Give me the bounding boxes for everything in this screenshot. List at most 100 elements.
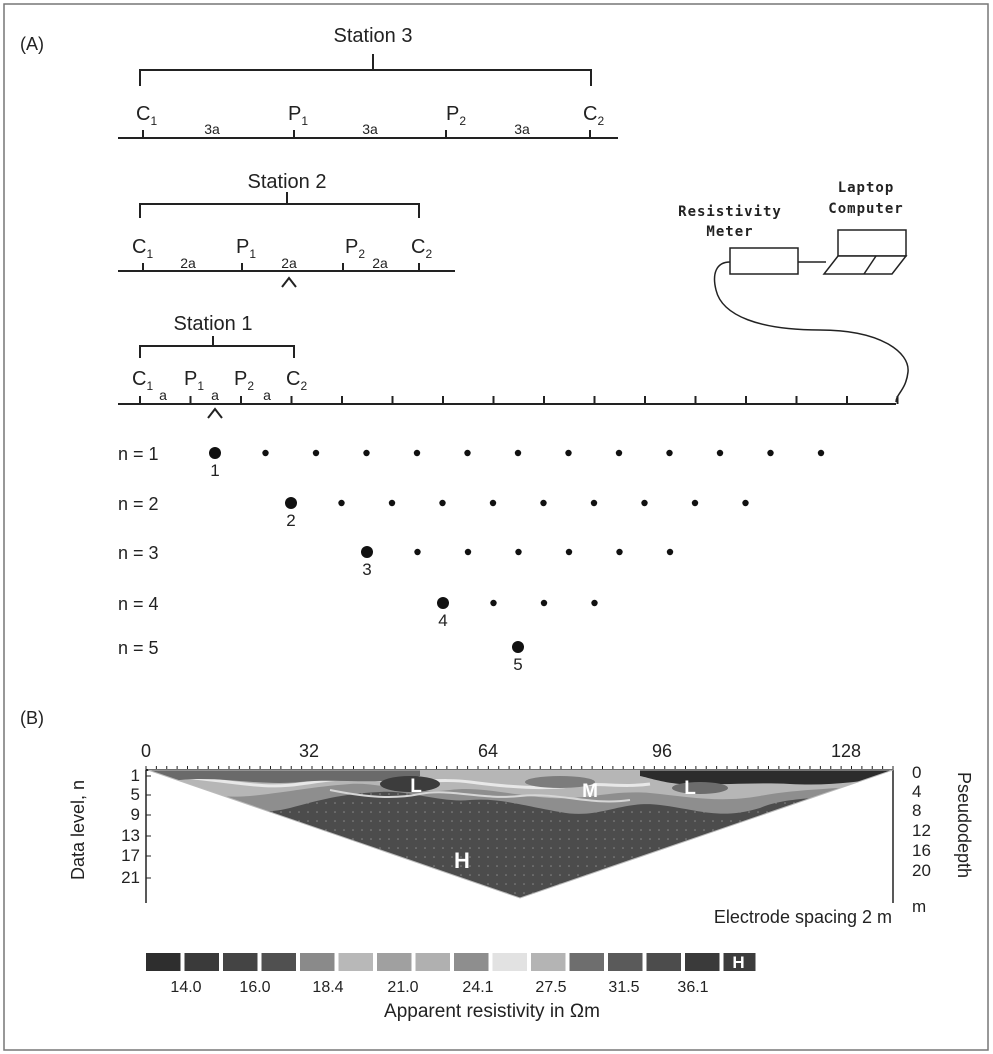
right-axis-tick-label: 12 [912,821,931,840]
legend-swatch [531,953,566,971]
level-label: n = 3 [118,543,159,563]
left-axis-tick-label: 13 [121,826,140,845]
top-axis [145,766,894,771]
station-1-spacing-3: a [263,387,271,403]
resistivity-section [148,770,893,898]
panel-a-label: (A) [20,34,44,54]
top-axis-tick-label: 64 [478,741,498,761]
station-1-bracket [139,336,295,358]
level-datum-point [388,499,396,507]
level-datum-point [413,449,421,457]
legend-swatch [184,953,219,971]
level-marker-large [512,641,524,653]
top-axis-tick-label: 96 [652,741,672,761]
panel-b-label: (B) [20,708,44,728]
level-datum-point [641,499,648,507]
level-datum-point [742,499,749,507]
station-2-c1: C1 [132,236,153,261]
station-2-ticks [142,263,420,271]
legend-swatch [261,953,296,971]
right-axis-tick-label: 16 [912,841,931,860]
level-datum-point [666,548,674,556]
station-2-p1: P1 [236,236,256,261]
level-datum-point [312,449,320,457]
station-1-c1: C1 [132,368,153,393]
legend-value-label: 36.1 [677,979,708,996]
legend-swatch [415,953,450,971]
level-datum-point [616,548,623,556]
laptop-label-line-2: Computer [828,201,903,217]
cable-to-electrodes [713,261,909,403]
right-axis-tick-label: 20 [912,861,931,880]
meter-label-line-1: Resistivity [678,204,782,220]
legend-swatch [223,953,258,971]
right-axis-tick-label: 4 [912,782,921,801]
level-datum-point [489,499,497,507]
level-label: n = 4 [118,594,159,614]
legend-value-label: 16.0 [239,979,270,996]
station-3-title: Station 3 [334,25,413,47]
station-3-spacing-2: 3a [362,121,378,137]
level-datum-point [716,449,724,457]
left-axis-tick-label: 9 [131,805,140,824]
level-datum-point [565,449,572,457]
station-3: Station 3 C1 P1 P2 C2 3a 3a 3a [118,25,618,139]
zone-low-left: L [410,776,422,797]
resistivity-meter-icon [729,247,799,275]
station-2-spacing-2: 2a [281,255,297,271]
laptop-icon [822,229,908,275]
legend-value-label: 21.0 [387,979,418,996]
legend-swatch [146,953,181,971]
level-datum-point [490,599,497,607]
station-1-caret-icon [207,407,223,419]
station-2-bracket [139,192,420,218]
level-marker-large [361,546,373,558]
level-marker-large [209,447,221,459]
level-datum-point [615,449,623,457]
legend-value-label: 18.4 [312,979,343,996]
left-axis-title: Data level, n [68,780,88,880]
level-label: n = 1 [118,444,159,464]
station-1-p1: P1 [184,368,204,393]
station-3-bracket [139,54,592,86]
top-axis-tick-label: 128 [831,741,861,761]
level-datum-point [363,449,370,457]
station-3-p2: P2 [446,103,466,128]
station-2-caret-icon [281,276,297,288]
legend-swatch [454,953,489,971]
legend-end-label: H [732,953,744,972]
legend-value-label: 31.5 [608,979,639,996]
top-axis-tick-label: 0 [141,741,151,761]
left-axis-tick-label: 5 [131,785,140,804]
station-1-spacing-1: a [159,387,167,403]
level-number: 2 [286,511,295,530]
station-3-p1: P1 [288,103,308,128]
station-1-title: Station 1 [174,313,253,335]
level-marker-large [437,597,449,609]
legend-swatch [377,953,412,971]
top-axis-labels: 0 32 64 96 128 [141,741,861,761]
station-1: Station 1 C1 P1 P2 C2 a a a [132,313,307,419]
level-number: 1 [210,461,219,480]
left-axis-tick-label: 1 [131,766,140,785]
level-number: 4 [438,611,447,630]
level-datum-point [464,548,472,556]
station-2: Station 2 C1 P1 P2 C2 2a 2a 2a [118,171,455,288]
legend-swatch [300,953,335,971]
level-number: 3 [362,560,371,579]
legend-value-label: 24.1 [462,979,493,996]
level-datum-point [439,499,446,507]
zone-medium: M [582,781,598,802]
legend-swatch [685,953,720,971]
legend-swatch [492,953,527,971]
level-datum-point [666,449,673,457]
right-axis-tick-label: 0 [912,763,921,782]
right-axis-tick-label: m [912,897,926,916]
level-datum-point [590,499,598,507]
right-axis-title: Pseudodepth [954,772,974,878]
legend-title: Apparent resistivity in Ωm [384,1001,600,1022]
zone-low-right: L [684,778,696,799]
level-datum-point [767,449,774,457]
